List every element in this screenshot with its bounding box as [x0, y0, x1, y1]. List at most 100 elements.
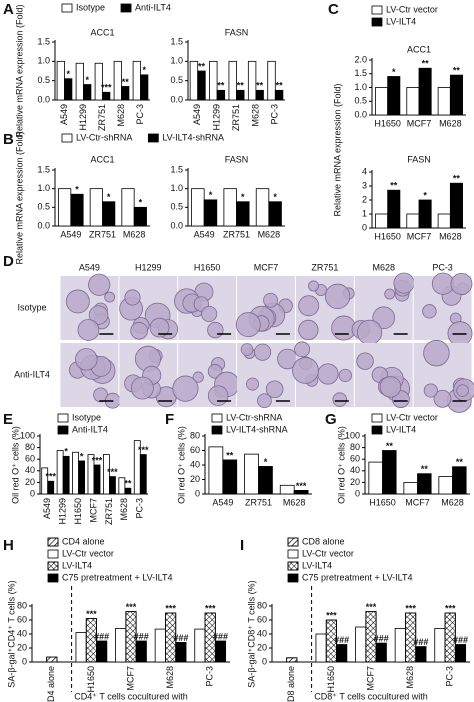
bar [56, 450, 64, 495]
significance-label: ### [334, 635, 349, 645]
x-tick-label: M628 [439, 231, 462, 241]
x-tick-label: PC-3 [205, 666, 215, 687]
x-tick-label: H1650 [73, 498, 83, 525]
significance-label: * [75, 185, 79, 195]
bar [415, 646, 427, 663]
cell [298, 295, 320, 317]
significance-label: * [142, 65, 146, 75]
legend-swatch [211, 425, 223, 435]
panel-letter: E [3, 411, 13, 428]
bar [62, 455, 70, 495]
y-tick-label: 0 [355, 488, 360, 498]
y-tick-label: 60 [25, 454, 35, 464]
cell [104, 291, 116, 303]
column-label: ZR751 [311, 262, 338, 272]
legend-label: LV-Ctr vector [386, 412, 438, 422]
x-tick-label: H1299 [78, 104, 88, 131]
significance-label: ** [217, 81, 225, 91]
row-label: Isotype [17, 302, 46, 312]
x-tick-label: A549 [212, 497, 233, 507]
significance-label: *** [45, 472, 56, 482]
significance-label: ** [256, 81, 264, 91]
y-axis-label: SA-β-gal⁺CD8⁺ T cells (%) [246, 580, 256, 687]
bar [255, 188, 270, 227]
cell [65, 289, 90, 314]
cell [172, 375, 199, 402]
cell [338, 368, 352, 383]
column-label: M628 [372, 262, 395, 272]
legend-hatch [287, 561, 299, 571]
legend-label: LV-Ctr-shRNA [76, 132, 132, 142]
legend-swatch [147, 133, 159, 143]
bar-chart: FASN 0.0 0.5 1.0 1.5 * A549 * ZR751 * M628 [170, 154, 285, 239]
y-tick-label: 80 [257, 600, 267, 610]
bar-chart: FASN 0 1 2 3 4 ** H1650 * MCF7 ** M628 [362, 154, 466, 241]
significance-label: * [273, 192, 277, 202]
cell [298, 319, 319, 341]
x-tick-label: H1650 [369, 497, 396, 507]
bar [315, 633, 327, 663]
bar [293, 489, 309, 495]
x-tick-label: H1650 [374, 231, 401, 241]
legend-label: LV-Ctr vector [62, 548, 114, 558]
bar [418, 67, 432, 116]
y-tick-label: 0.0 [170, 220, 183, 230]
significance-label: ** [226, 450, 234, 460]
cell [257, 393, 272, 409]
chart-title: ACC1 [90, 154, 114, 164]
y-tick-label: 40 [257, 628, 267, 638]
x-tick-label: M628 [250, 104, 260, 127]
x-axis-label: CD8⁺ T cells cocultured with [314, 691, 427, 701]
bar [216, 89, 226, 101]
cell [393, 272, 415, 294]
cell [357, 319, 383, 345]
bar [154, 628, 166, 663]
legend-swatch [371, 413, 383, 423]
significance-label: ### [94, 631, 109, 641]
bar-chart: I SA-β-gal⁺CD8⁺ T cells (%) CD8⁺ T cells c… [240, 536, 470, 702]
x-tick-label: A549 [60, 229, 81, 239]
x-axis-label: CD4⁺ T cells cocultured with [74, 691, 187, 701]
bar [279, 484, 295, 495]
cell [423, 339, 450, 367]
cell [77, 319, 100, 341]
bar [394, 628, 406, 663]
bar [274, 89, 284, 101]
legend-swatch [57, 425, 69, 435]
y-tick-label: 60 [350, 454, 360, 464]
bar [437, 87, 451, 116]
legend-hatch [47, 537, 59, 547]
bar-hatch [325, 619, 337, 663]
bar [115, 628, 127, 663]
legend-hatch [287, 537, 299, 547]
bar [438, 476, 453, 495]
x-tick-label: H1299 [211, 104, 221, 131]
bar [449, 74, 463, 116]
legend-label: LV-ILT4 [302, 560, 332, 570]
x-tick-label: PC-3 [135, 498, 145, 519]
cell [207, 321, 224, 339]
bar [336, 644, 348, 663]
cell [246, 377, 260, 391]
bar-hatch [444, 612, 456, 663]
cell [384, 288, 396, 300]
bar [437, 213, 451, 229]
bar [375, 87, 389, 116]
significance-label: * [209, 190, 213, 200]
column-label: MCF7 [254, 262, 279, 272]
bar [375, 642, 387, 663]
significance-label: ** [124, 479, 132, 489]
bar [191, 188, 205, 227]
legend-label: Anti-ILT4 [72, 424, 108, 434]
cell [149, 317, 170, 338]
bar-chart: A ACC1 Relative mRNA expression (Fold) 0.0 0… [3, 1, 171, 138]
y-tick-label: 0.5 [37, 202, 50, 212]
y-tick-label: 0.0 [354, 109, 367, 119]
bar [403, 481, 418, 495]
legend-label: CD8 alone [302, 536, 345, 546]
cell [124, 289, 141, 306]
legend-swatch [61, 3, 73, 13]
panel-letter: I [240, 537, 244, 554]
